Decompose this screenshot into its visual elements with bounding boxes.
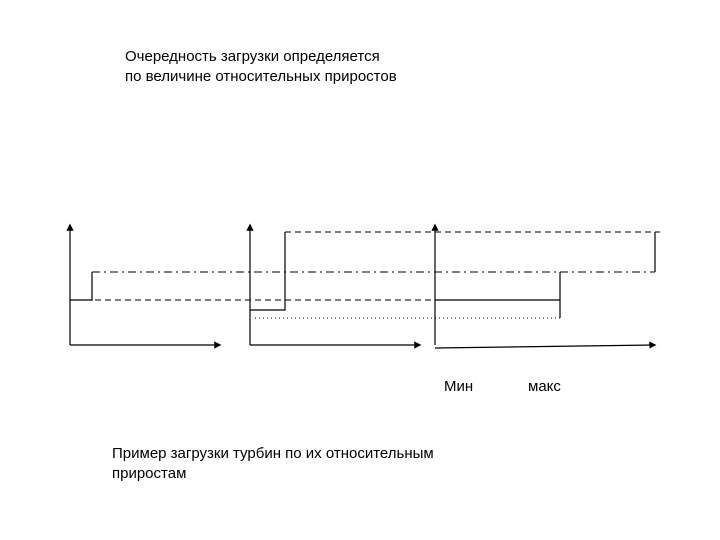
step-diagram — [0, 0, 720, 540]
